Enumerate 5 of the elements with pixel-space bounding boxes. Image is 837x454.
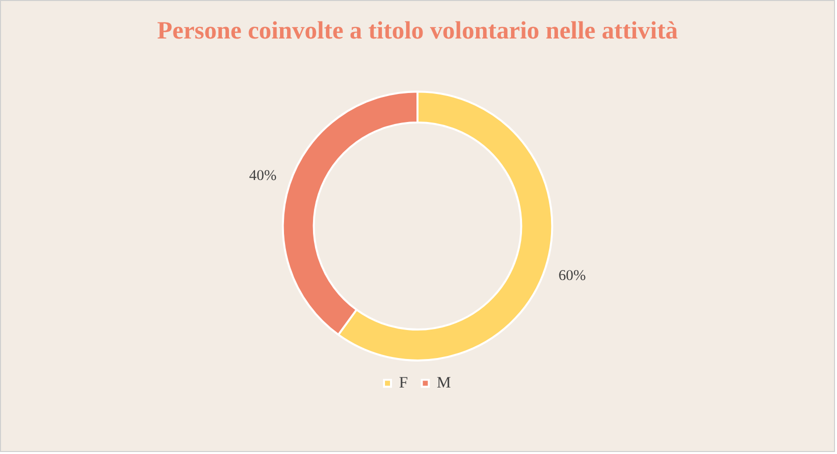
chart-title: Persone coinvolte a titolo volontario nelle attività bbox=[157, 17, 678, 44]
data-label: 40% bbox=[249, 168, 277, 184]
legend-label: M bbox=[436, 374, 451, 392]
legend-label: F bbox=[398, 374, 408, 392]
data-label: 60% bbox=[558, 268, 586, 284]
